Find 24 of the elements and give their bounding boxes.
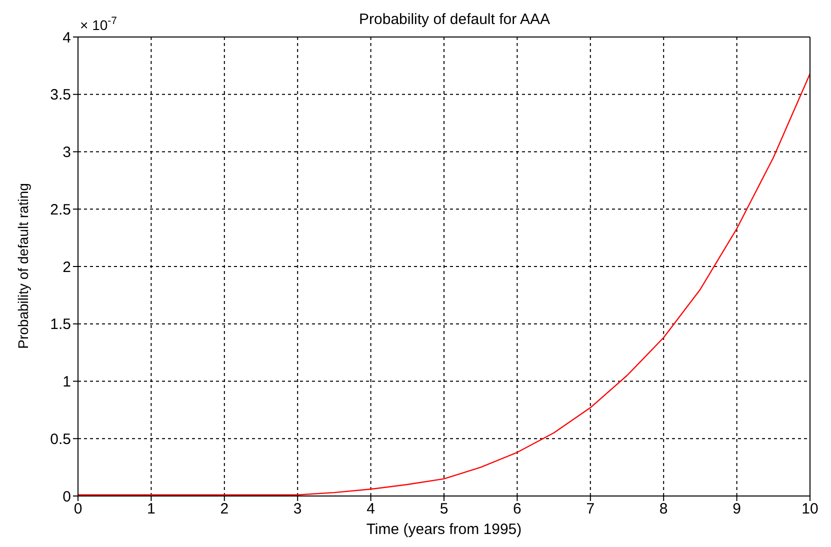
- y-axis-title: Probability of default rating: [15, 183, 31, 349]
- x-tick-label: 4: [366, 500, 375, 518]
- x-tick-label: 10: [802, 500, 818, 518]
- x-tick-label: 3: [293, 500, 302, 518]
- y-tick-label: 2: [62, 258, 71, 276]
- x-tick-label: 2: [220, 500, 229, 518]
- x-tick-label: 0: [74, 500, 82, 518]
- y-tick-label: 0: [62, 488, 71, 506]
- y-tick-label: 1: [62, 374, 71, 391]
- y-tick-label: 2.5: [50, 201, 71, 218]
- x-tick-label: 8: [659, 500, 668, 518]
- y-tick-label: 0.5: [50, 430, 71, 448]
- chart-title: Probability of default for AAA: [359, 11, 550, 28]
- x-axis-title: Time (years from 1995): [366, 521, 522, 538]
- x-tick-label: 6: [513, 500, 522, 518]
- text: × 10$^{-7}$: [80, 15, 118, 33]
- y-tick-label: 4: [62, 29, 71, 46]
- x-tick-label: 1: [147, 500, 156, 518]
- y-tick-label: 3: [62, 144, 71, 162]
- x-tick-label: 5: [440, 500, 448, 518]
- x-tick-label: 9: [732, 500, 741, 518]
- y-tick-label: 1.5: [50, 316, 71, 334]
- y-tick-label: 3.5: [50, 86, 71, 104]
- x-tick-label: 7: [586, 500, 595, 518]
